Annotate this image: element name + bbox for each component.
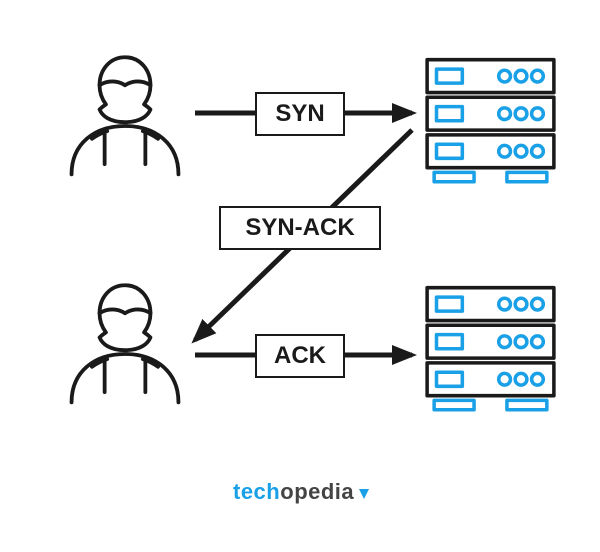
logo-dot-icon bbox=[359, 485, 369, 499]
label-ack-text: ACK bbox=[274, 342, 326, 370]
label-syn: SYN bbox=[255, 92, 345, 136]
label-ack: ACK bbox=[255, 334, 345, 378]
server-icon bbox=[418, 283, 563, 418]
server-icon bbox=[418, 55, 563, 190]
logo-part1: tech bbox=[233, 479, 280, 504]
person-icon bbox=[60, 270, 190, 410]
diagram-canvas: SYN SYN-ACK ACK techopedia bbox=[0, 0, 600, 552]
label-syn-text: SYN bbox=[275, 100, 324, 128]
label-syn-ack: SYN-ACK bbox=[219, 206, 381, 250]
logo-part2: opedia bbox=[280, 479, 354, 504]
label-syn-ack-text: SYN-ACK bbox=[245, 214, 354, 242]
person-icon bbox=[60, 42, 190, 182]
footer-logo: techopedia bbox=[233, 479, 369, 505]
